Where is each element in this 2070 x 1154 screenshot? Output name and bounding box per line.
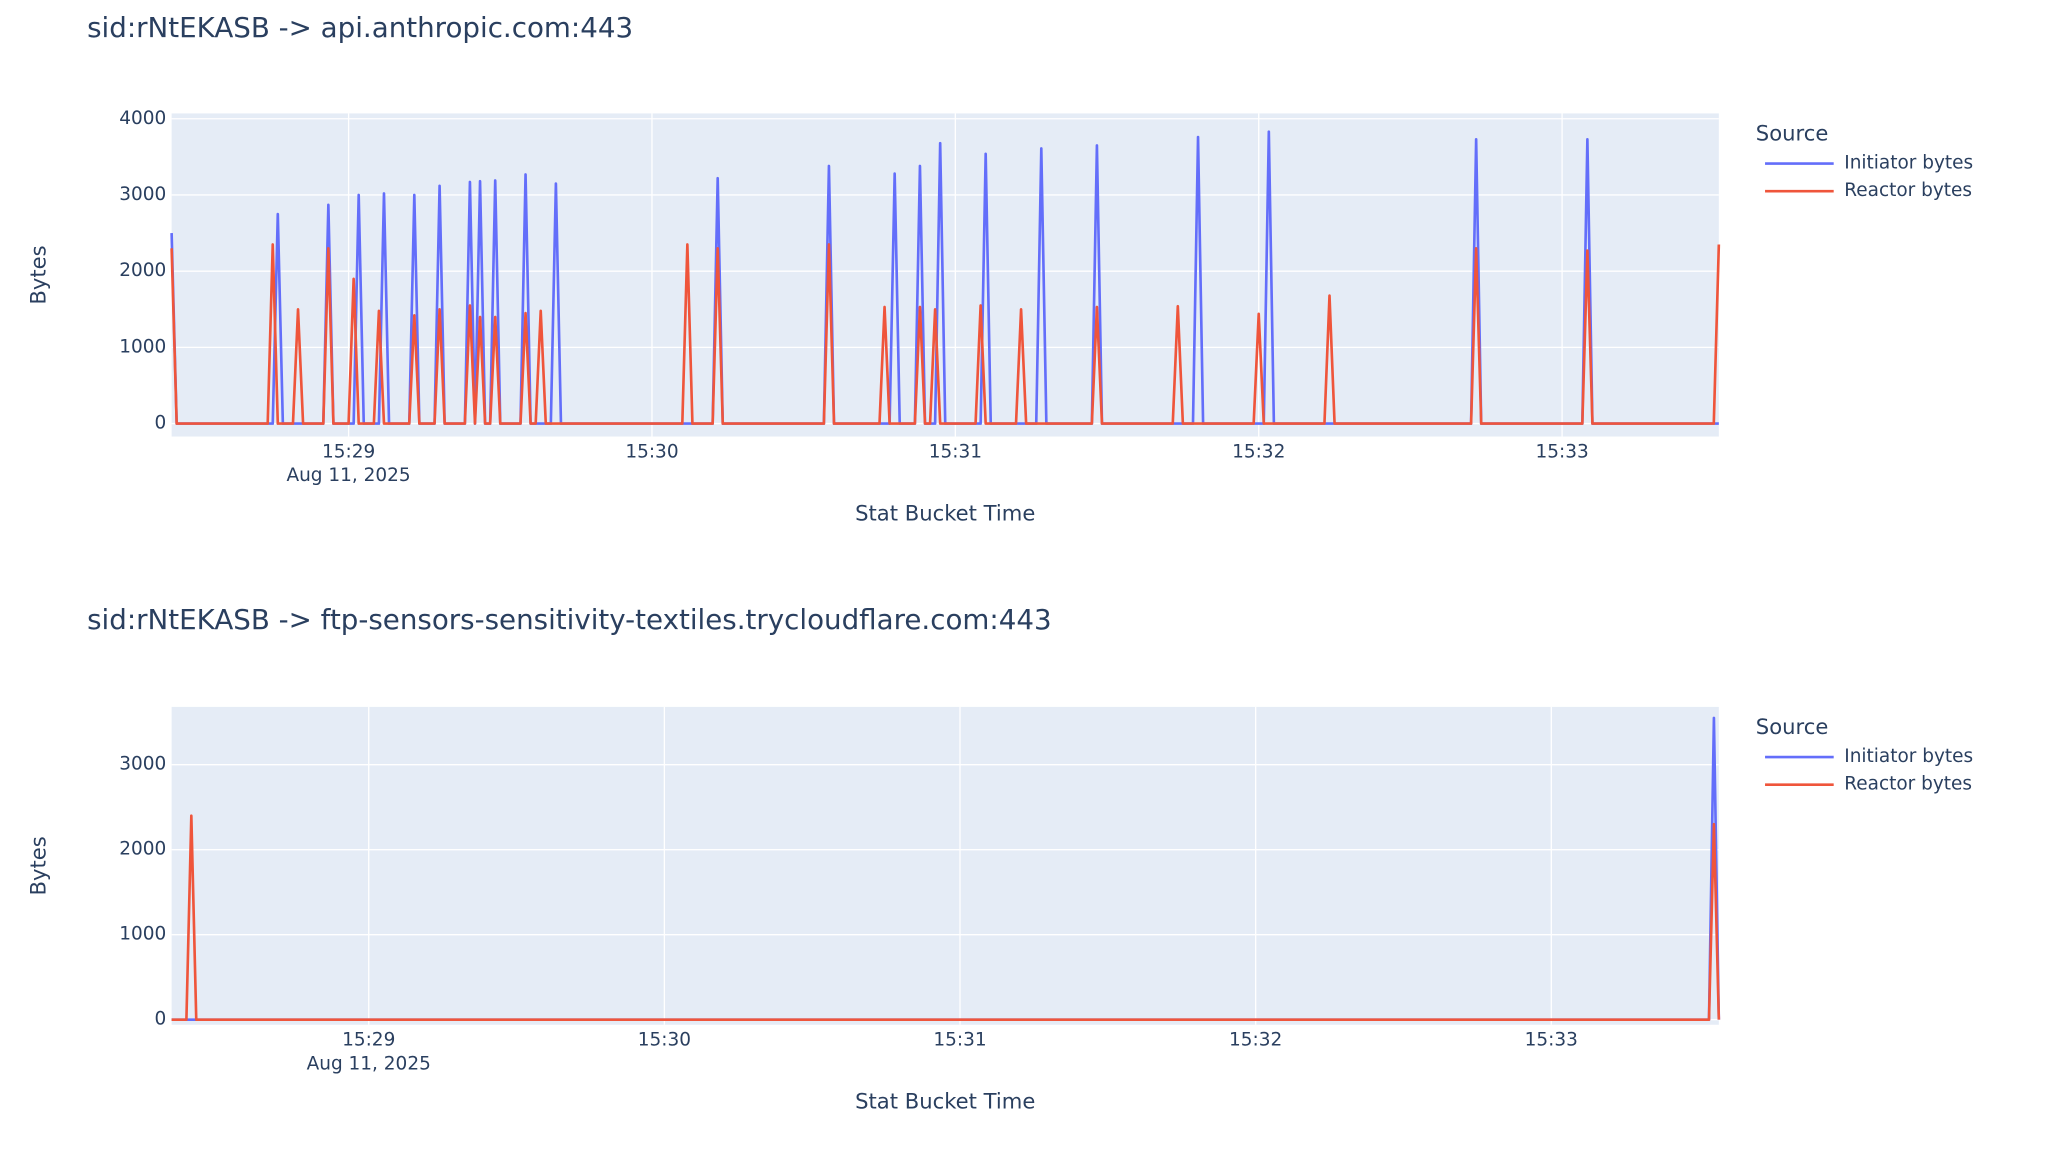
x-tick-label: 15:29 [342,1030,395,1051]
y-tick-label: 2000 [119,260,166,281]
x-tick-label: 15:31 [929,441,982,462]
x-tick-label: 15:29 [322,441,375,462]
x-tick-label: 15:32 [1229,1030,1282,1051]
legend-title: Source [1756,121,1829,146]
legend-label: Reactor bytes [1844,774,1972,795]
chart-title: sid:rNtEKASB -> ftp-sensors-sensitivity-… [87,603,1051,636]
y-tick-label: 3000 [119,184,166,205]
y-tick-label: 0 [155,1009,167,1030]
legend-title: Source [1756,714,1829,739]
legend-label: Reactor bytes [1844,180,1972,201]
x-tick-label: 15:30 [625,441,678,462]
x-tick-label: 15:33 [1525,1030,1578,1051]
x-tick-label: 15:31 [933,1030,986,1051]
x-axis-title: Stat Bucket Time [855,1089,1035,1114]
legend-label: Initiator bytes [1844,153,1973,174]
y-axis-title: Bytes [26,245,51,304]
x-tick-label: 15:33 [1535,441,1588,462]
y-tick-label: 1000 [119,336,166,357]
y-tick-label: 4000 [119,108,166,129]
plot-area [171,706,1719,1025]
y-tick-label: 1000 [119,924,166,945]
chart-title: sid:rNtEKASB -> api.anthropic.com:443 [87,11,633,44]
legend-label: Initiator bytes [1844,746,1973,767]
y-axis-title: Bytes [26,836,51,895]
x-axis-title: Stat Bucket Time [855,500,1035,525]
y-tick-label: 2000 [119,839,166,860]
x-date-label: Aug 11, 2025 [286,465,410,486]
series-line [170,243,1721,425]
x-tick-label: 15:30 [638,1030,691,1051]
x-tick-label: 15:32 [1232,441,1285,462]
series-line [171,814,1721,1021]
y-tick-label: 3000 [119,754,166,775]
y-tick-label: 0 [155,413,167,434]
x-date-label: Aug 11, 2025 [307,1053,431,1074]
